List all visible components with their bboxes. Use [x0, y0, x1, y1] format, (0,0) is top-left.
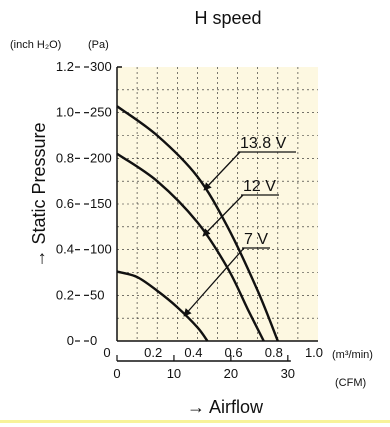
y-left-tick-label: 0.2: [56, 287, 74, 302]
y-right-tick-label: 100: [90, 242, 112, 257]
cfm-tick-label: 20: [224, 366, 238, 381]
y-right-unit: (Pa): [88, 39, 109, 51]
x-primary-unit: (m³/min): [332, 349, 373, 361]
series-lines: [116, 105, 279, 342]
y-left-unit: (inch H₂O): [10, 39, 61, 51]
x-tick-label: 0.8: [265, 345, 283, 360]
y-left-tick-label: 0: [67, 333, 74, 348]
bottom-rule: [0, 420, 390, 423]
series-label: 12 V: [243, 178, 276, 195]
x-tick-label: 0: [103, 345, 110, 360]
series-label-pointer: [203, 151, 241, 191]
x-axis-label: → Airflow: [187, 397, 264, 417]
series-label-pointer: [183, 247, 245, 317]
grid: [117, 67, 318, 341]
y-left-tick-label: 1.0: [56, 105, 74, 120]
y-right-tick-label: 50: [90, 287, 104, 302]
x-secondary-unit: (CFM): [335, 377, 366, 389]
series-7v-line: [116, 270, 209, 342]
chart-title: H speed: [194, 8, 261, 28]
series-13-8v-line: [116, 105, 279, 342]
y-right-tick-label: 300: [90, 59, 112, 74]
cfm-tick-label: 10: [167, 366, 181, 381]
cfm-tick-label: 0: [113, 366, 120, 381]
series-labels: 13.8 V 12 V 7 V: [183, 135, 296, 317]
x-tick-label: 0.6: [225, 345, 243, 360]
y-right-tick-label: 150: [90, 196, 112, 211]
y-right-tick-label: 200: [90, 150, 112, 165]
y-left-tick-label: 0.6: [56, 196, 74, 211]
y-left-tick-label: 1.2: [56, 59, 74, 74]
y-axis-label: → Static Pressure: [29, 122, 49, 267]
y-left-tick-label: 0.4: [56, 242, 74, 257]
x-tick-label: 0.2: [144, 345, 162, 360]
x-tick-label: 0.4: [184, 345, 202, 360]
y-right-tick-label: 250: [90, 105, 112, 120]
series-label: 13.8 V: [240, 135, 287, 152]
series-label: 7 V: [244, 231, 268, 248]
axes: [116, 66, 318, 362]
cfm-tick-label: 30: [281, 366, 295, 381]
series-12v-line: [116, 152, 265, 342]
x-tick-label: 1.0: [305, 345, 323, 360]
series-label-pointer: [202, 194, 244, 237]
y-left-tick-label: 0.8: [56, 150, 74, 165]
y-right-tick-label: 0: [90, 333, 97, 348]
